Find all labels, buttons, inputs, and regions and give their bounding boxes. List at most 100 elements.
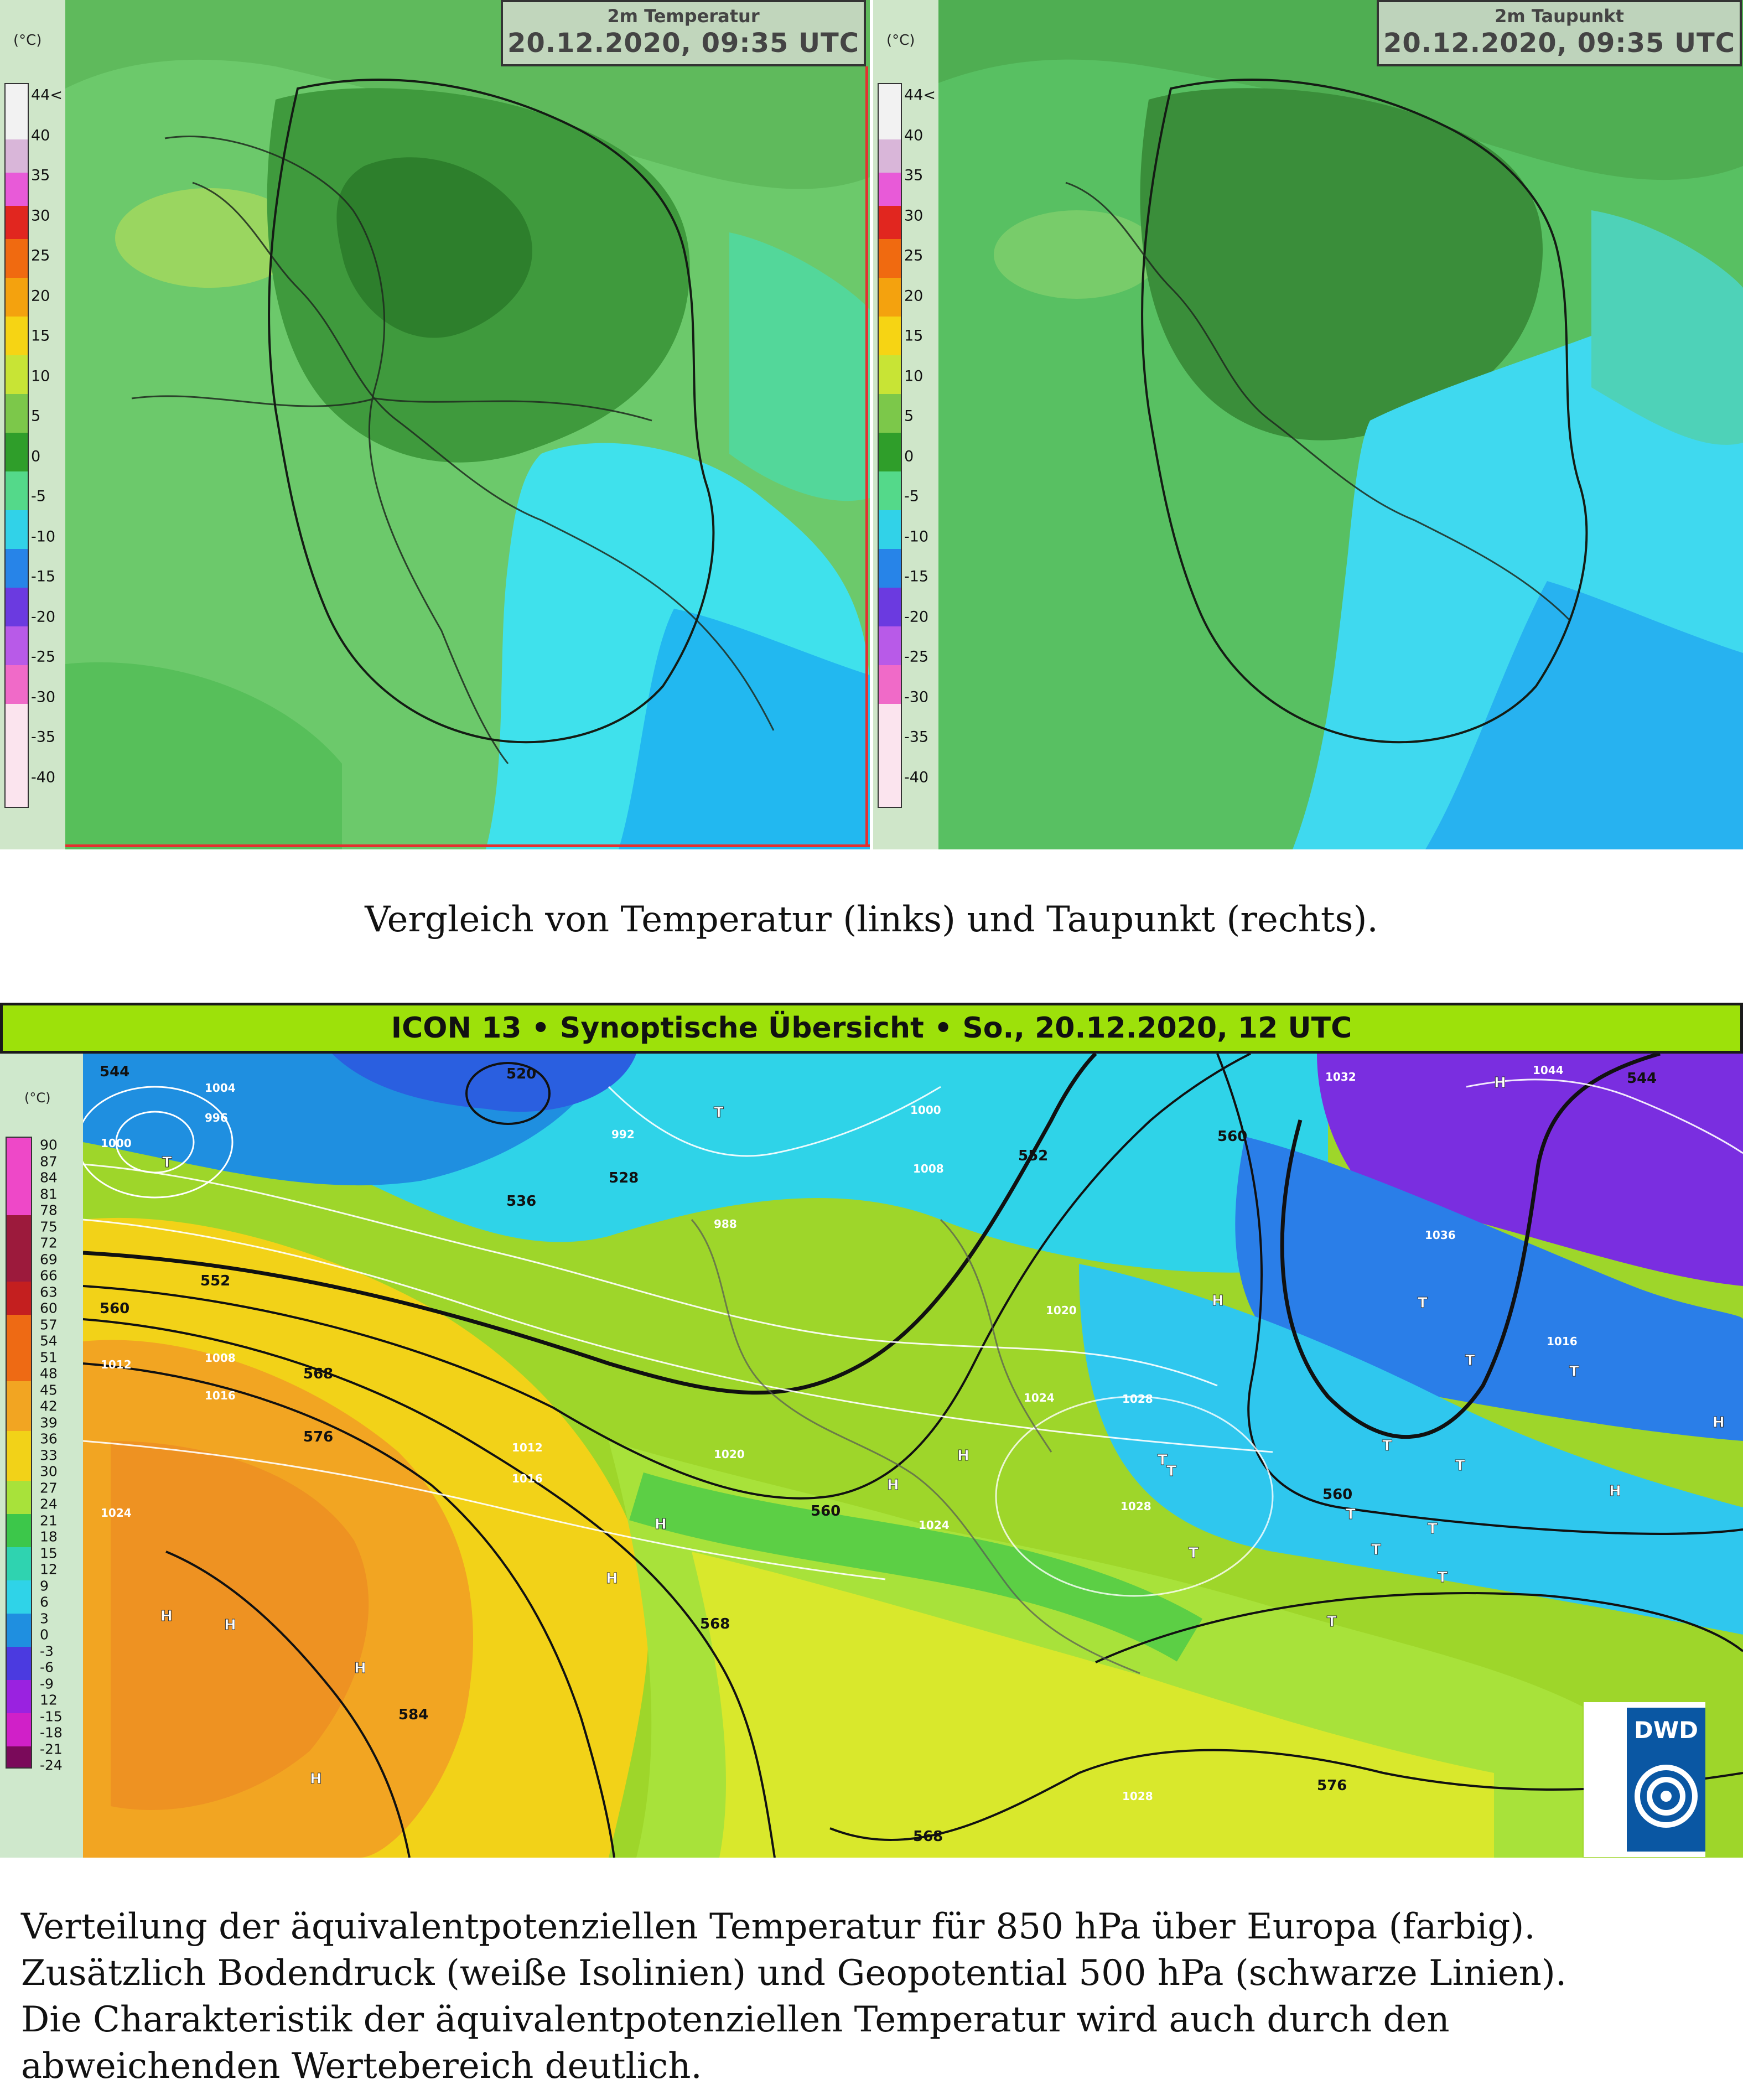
high-pressure-marker: H (606, 1570, 619, 1588)
legend-tick-label: 36 (40, 1430, 58, 1447)
legend-tick-label: -15 (904, 568, 929, 585)
geopotential-label: 520 (506, 1066, 537, 1082)
high-pressure-marker: H (354, 1660, 367, 1677)
legend-tick-label: 25 (904, 247, 924, 265)
legend-tick-label: 27 (40, 1480, 58, 1496)
dwd-logo: DWD (1584, 1702, 1705, 1857)
high-pressure-marker: H (1494, 1075, 1507, 1092)
legend-tick-label: 18 (40, 1528, 58, 1545)
red-frame-right (865, 66, 868, 847)
pressure-label: 996 (205, 1111, 228, 1124)
legend-tick-label: -20 (904, 608, 929, 625)
geopotential-label: 560 (100, 1300, 130, 1317)
pressure-label: 992 (611, 1128, 635, 1141)
pressure-label: 1016 (205, 1389, 236, 1402)
legend-tick-label: 0 (904, 448, 914, 465)
geopotential-label: 568 (700, 1616, 730, 1632)
geopotential-label: 568 (913, 1828, 943, 1845)
pressure-label: 1000 (101, 1137, 132, 1150)
dwd-logo-text: DWD (1633, 1717, 1699, 1744)
dewpoint-title: 2m Taupunkt (1495, 6, 1624, 27)
legend-tick-label: -25 (31, 648, 56, 666)
high-pressure-marker: H (160, 1608, 173, 1625)
low-pressure-marker: T (1158, 1452, 1168, 1469)
legend-tick-label: 42 (40, 1398, 58, 1414)
geopotential-label: 552 (1018, 1148, 1049, 1164)
legend-tick-label: 12 (40, 1692, 58, 1708)
pressure-label: 1028 (1122, 1790, 1153, 1803)
low-pressure-marker: T (1428, 1521, 1438, 1538)
synoptic-legend-unit: (°C) (24, 1090, 51, 1106)
legend-tick-label: 9 (40, 1578, 49, 1594)
legend-tick-label: -15 (31, 568, 56, 585)
pressure-label: 988 (714, 1217, 737, 1231)
temperature-map (65, 0, 870, 849)
legend-tick-label: 15 (31, 327, 50, 345)
legend-tick-label: 10 (31, 367, 50, 385)
low-pressure-marker: T (1438, 1569, 1448, 1586)
low-pressure-marker: T (1166, 1463, 1177, 1480)
high-pressure-marker: H (310, 1771, 323, 1788)
legend-tick-label: -20 (31, 608, 56, 625)
legend-tick-label: -30 (904, 688, 929, 706)
legend-tick-label: -10 (904, 528, 929, 545)
legend-tick-label: 20 (904, 287, 924, 304)
legend-tick-label: 24 (40, 1496, 58, 1512)
legend-tick-label: 48 (40, 1365, 58, 1382)
pressure-label: 1000 (910, 1103, 941, 1117)
dewpoint-map-panel: (°C) 44< 40 35 30 25 20 1 (873, 0, 1743, 849)
legend-tick-label: 30 (904, 207, 924, 224)
legend-color-bar (878, 83, 902, 808)
legend-unit-label: (°C) (886, 32, 915, 49)
legend-tick-label: 78 (40, 1202, 58, 1218)
dewpoint-title-box: 2m Taupunkt 20.12.2020, 09:35 UTC (1377, 0, 1742, 66)
legend-color-scale (6, 84, 28, 807)
legend-tick-label: -10 (31, 528, 56, 545)
pressure-label: 1024 (101, 1506, 132, 1520)
geopotential-label: 576 (1317, 1777, 1347, 1794)
dwd-spiral-icon (1635, 1765, 1698, 1828)
legend-tick-label: -3 (40, 1643, 54, 1659)
legend-tick-label: 6 (40, 1594, 49, 1610)
geopotential-label: 560 (811, 1503, 841, 1520)
low-pressure-marker: T (162, 1154, 173, 1171)
legend-tick-label: 87 (40, 1153, 58, 1169)
high-pressure-marker: H (957, 1448, 970, 1465)
legend-tick-label: -21 (40, 1741, 63, 1757)
legend-tick-label: 45 (40, 1382, 58, 1398)
pressure-label: 1028 (1122, 1392, 1153, 1406)
legend-tick-label: 40 (31, 127, 50, 144)
legend-tick-label: -5 (904, 488, 919, 505)
legend-tick-label: 44< (904, 86, 936, 104)
legend-tick-label: 30 (40, 1463, 58, 1480)
geopotential-label: 560 (1322, 1486, 1353, 1503)
legend-tick-label: 12 (40, 1561, 58, 1578)
pressure-label: 1036 (1425, 1228, 1456, 1242)
legend-tick-label: 15 (904, 327, 924, 345)
dwd-logo-block: DWD (1627, 1708, 1705, 1852)
pressure-label: 1004 (205, 1081, 236, 1095)
legend-tick-label: 81 (40, 1186, 58, 1202)
legend-tick-label: 90 (40, 1137, 58, 1153)
high-pressure-marker: H (1713, 1414, 1725, 1432)
temperature-title: 2m Temperatur (607, 6, 760, 27)
legend-tick-label: 63 (40, 1284, 58, 1300)
legend-tick-label: 5 (904, 407, 914, 425)
pressure-label: 1012 (512, 1441, 543, 1454)
legend-tick-label: -25 (904, 648, 929, 666)
temperature-legend: (°C) 44< 40 35 30 25 20 1 (0, 0, 65, 849)
temperature-map-panel: (°C) 44< 40 35 30 25 20 1 (0, 0, 870, 849)
low-pressure-marker: T (1455, 1458, 1466, 1475)
low-pressure-marker: T (1189, 1545, 1199, 1562)
high-pressure-marker: H (887, 1477, 900, 1494)
legend-tick-label: 20 (31, 287, 50, 304)
pressure-label: 1032 (1325, 1070, 1356, 1083)
pressure-label: 1008 (913, 1162, 944, 1175)
synoptic-color-scale (7, 1138, 31, 1767)
high-pressure-marker: H (655, 1516, 667, 1533)
legend-tick-label: -5 (31, 488, 46, 505)
pressure-label: 1028 (1120, 1500, 1151, 1513)
pressure-label: 1024 (919, 1518, 950, 1532)
legend-tick-label: -30 (31, 688, 56, 706)
high-pressure-marker: H (1609, 1483, 1622, 1500)
